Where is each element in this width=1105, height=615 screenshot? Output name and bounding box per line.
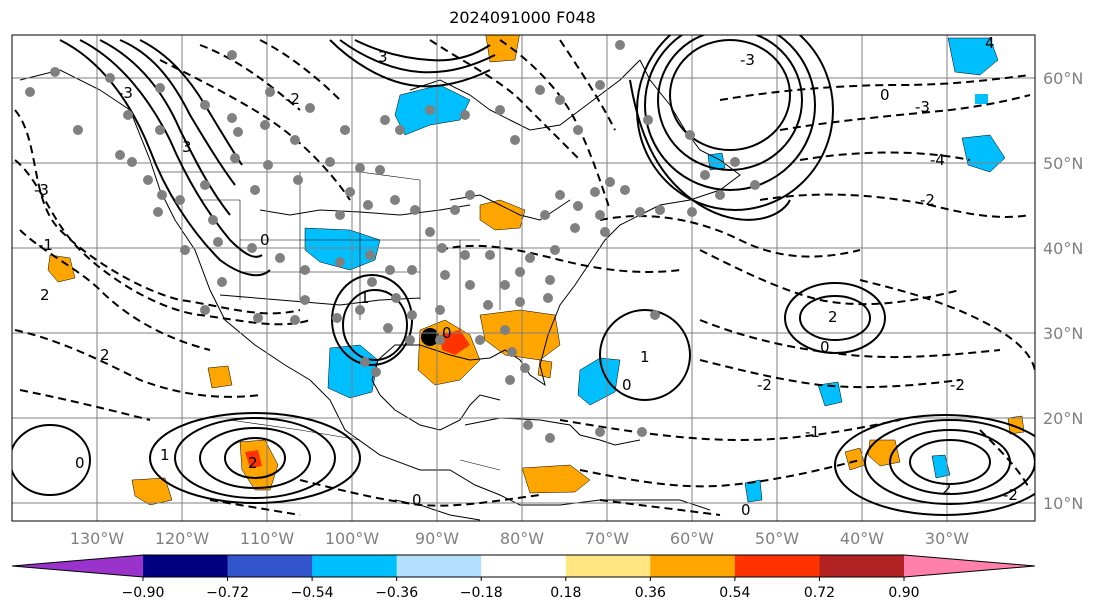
political-borders [160,171,501,471]
contour-label: -1 [805,423,820,441]
negative-contours [14,39,1035,516]
lon-label: 130°W [70,529,125,548]
colorbar-bin [819,555,905,577]
contour-label: 1 [640,348,650,366]
colorbar-tick-label: −0.36 [375,585,418,601]
contour-label: 1 [160,446,170,464]
contour-label: -3 [915,98,930,116]
graticule [12,35,1035,521]
colorbar-bin [650,555,736,577]
contour-label: 3 [182,138,192,156]
contour-label: -3 [740,51,755,69]
colorbar-bin [481,555,567,577]
lat-label: 30°N [1043,324,1083,343]
contour-label: 3 [378,48,388,66]
lon-label: 40°W [840,529,884,548]
contour-label: 0 [412,491,422,509]
contour-label: -1 [38,236,53,254]
shaded-areas [47,35,1025,506]
lon-label: 120°W [155,529,210,548]
colorbar-tick-label: −0.18 [460,585,503,601]
lat-label: 60°N [1043,69,1083,88]
contour-label: 0 [75,454,85,472]
contour-label: -3 [34,181,49,199]
colorbar-tick-label: 0.54 [719,585,750,601]
contour-label: 2 [40,286,50,304]
map-title: 2024091000 F048 [449,8,596,27]
lon-label: 100°W [325,529,380,548]
contour-label: -2 [285,90,300,108]
colorbar-bin [227,555,313,577]
colorbar-tick-label: 0.18 [550,585,581,601]
colorbar-bin [565,555,651,577]
contour-labels: -3 3 -2 -1 0 1 2 1 0 -3 -4 -3 4 -2 0 1 0… [34,34,1018,519]
positive-contours [12,35,1035,516]
contour-label: -2 [950,376,965,394]
colorbar-extend-high [904,555,1035,577]
contour-label: 2 [828,308,838,326]
lat-label: 20°N [1043,409,1083,428]
lon-label: 110°W [240,529,295,548]
colorbar-bin [312,555,398,577]
lat-label: 50°N [1043,154,1083,173]
contour-label: 0 [820,338,830,356]
contour-label: 2 [248,454,258,472]
contour-label: 0 [260,231,270,249]
lon-label: 60°W [670,529,714,548]
colorbar-tick-label: 0.72 [804,585,835,601]
lon-label: 90°W [415,529,459,548]
contour-label: 0 [622,376,632,394]
contour-label: 2 [100,346,110,364]
colorbar-tick-label: −0.72 [206,585,249,601]
colorbar-bin [143,555,229,577]
colorbar-bin [734,555,820,577]
contour-label: 0 [741,501,751,519]
lat-label: 40°N [1043,239,1083,258]
lon-label: 30°W [925,529,969,548]
colorbar-extend-low [12,555,143,577]
contour-label: -2 [920,191,935,209]
latitude-labels: 60°N 50°N 40°N 30°N 20°N 10°N [1043,69,1083,513]
contour-label: 0 [442,324,452,342]
contour-label: -2 [757,376,772,394]
contour-label: 0 [880,86,890,104]
colorbar: −0.90 −0.72 −0.54 −0.36 −0.18 0.18 0.36 0.54 0.7… [11,554,1036,601]
contour-label: -4 [930,151,945,169]
colorbar-tick-label: 0.90 [888,585,919,601]
colorbar-tick-label: 0.36 [635,585,666,601]
lat-label: 10°N [1043,494,1083,513]
contour-label: 2 [942,480,952,498]
colorbar-tick-label: −0.90 [122,585,165,601]
contour-label: 4 [985,34,995,52]
contour-label: -3 [118,84,133,102]
lon-label: 50°W [755,529,799,548]
colorbar-tick-label: −0.54 [291,585,334,601]
lon-label: 70°W [585,529,629,548]
contour-label: 1 [360,289,370,307]
longitude-labels: 130°W 120°W 110°W 100°W 90°W 80°W 70°W 6… [70,529,969,548]
contour-label: -2 [1003,486,1018,504]
station-markers [25,40,760,443]
map-frame [11,34,1036,522]
colorbar-bin [396,555,482,577]
lon-label: 80°W [500,529,544,548]
